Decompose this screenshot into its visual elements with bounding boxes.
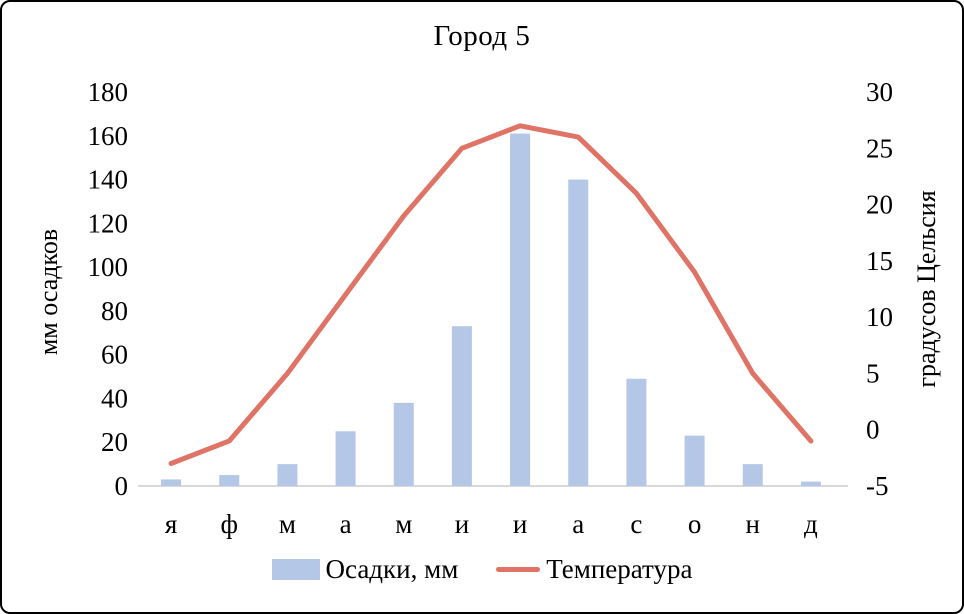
legend-item-temperature: Температура [496, 554, 692, 585]
x-axis-label-5: м [395, 509, 412, 539]
x-axis-label-9: с [630, 509, 642, 539]
right-axis-tick: 25 [866, 133, 893, 163]
left-axis-tick: 140 [88, 165, 129, 195]
plot-area: 0 20 40 60 80 100 120 140 160 180 -5 0 5 10 15 20 25 30 я ф… [88, 77, 894, 539]
left-axis-tick: 60 [101, 340, 128, 370]
x-axis-label-7: и [513, 509, 527, 539]
x-axis-label-6: и [455, 509, 469, 539]
bar-а-8 [568, 179, 589, 487]
left-axis-tick: 160 [88, 121, 129, 151]
x-axis-label-8: а [572, 509, 584, 539]
left-axis-tick: 180 [88, 77, 129, 107]
bar-м-5 [393, 402, 414, 486]
left-axis-tick: 80 [101, 296, 128, 326]
bar-д-12 [800, 481, 821, 486]
right-axis-tick: 15 [866, 246, 893, 276]
legend-label-precipitation: Осадки, мм [325, 554, 459, 584]
bar-а-4 [335, 431, 356, 486]
x-axis-label-1: я [165, 509, 177, 539]
x-axis-label-4: а [340, 509, 352, 539]
bar-ф-2 [219, 475, 240, 486]
right-axis-tick: 10 [866, 302, 893, 332]
x-axis-label-3: м [279, 509, 296, 539]
right-axis-tick: 30 [866, 77, 893, 107]
legend-item-precipitation: Осадки, мм [271, 554, 459, 585]
right-axis-tick: 5 [866, 358, 880, 388]
left-axis-tick: 20 [101, 427, 128, 457]
x-axis-label-12: д [804, 509, 818, 539]
bar-и-6 [451, 326, 472, 486]
x-axis-label-10: о [688, 509, 702, 539]
bar-н-11 [742, 464, 763, 486]
right-axis-tick: -5 [866, 471, 889, 501]
temperature-swatch-icon [496, 567, 541, 572]
left-axis-tick: 0 [115, 471, 129, 501]
left-axis-tick: 120 [88, 208, 129, 238]
bar-с-9 [626, 378, 647, 486]
x-axis-label-11: н [746, 509, 760, 539]
right-axis-tick: 20 [866, 190, 893, 220]
temperature-line [168, 123, 814, 466]
precipitation-swatch-icon [271, 559, 320, 580]
x-axis-label-2: ф [221, 509, 239, 539]
right-axis-title: градусов Цельсия [912, 190, 941, 388]
left-axis-title: мм осадков [34, 228, 63, 356]
right-axis-tick: 0 [866, 415, 880, 445]
legend: Осадки, мм Температура [2, 554, 962, 585]
bar-м-3 [277, 464, 298, 486]
bar-о-10 [684, 435, 705, 486]
left-axis-tick: 40 [101, 383, 128, 413]
chart-title: Город 5 [433, 20, 531, 52]
bar-и-7 [510, 133, 531, 487]
legend-label-temperature: Температура [546, 554, 693, 584]
left-axis-tick: 100 [88, 252, 129, 282]
bar-я-1 [161, 479, 182, 486]
